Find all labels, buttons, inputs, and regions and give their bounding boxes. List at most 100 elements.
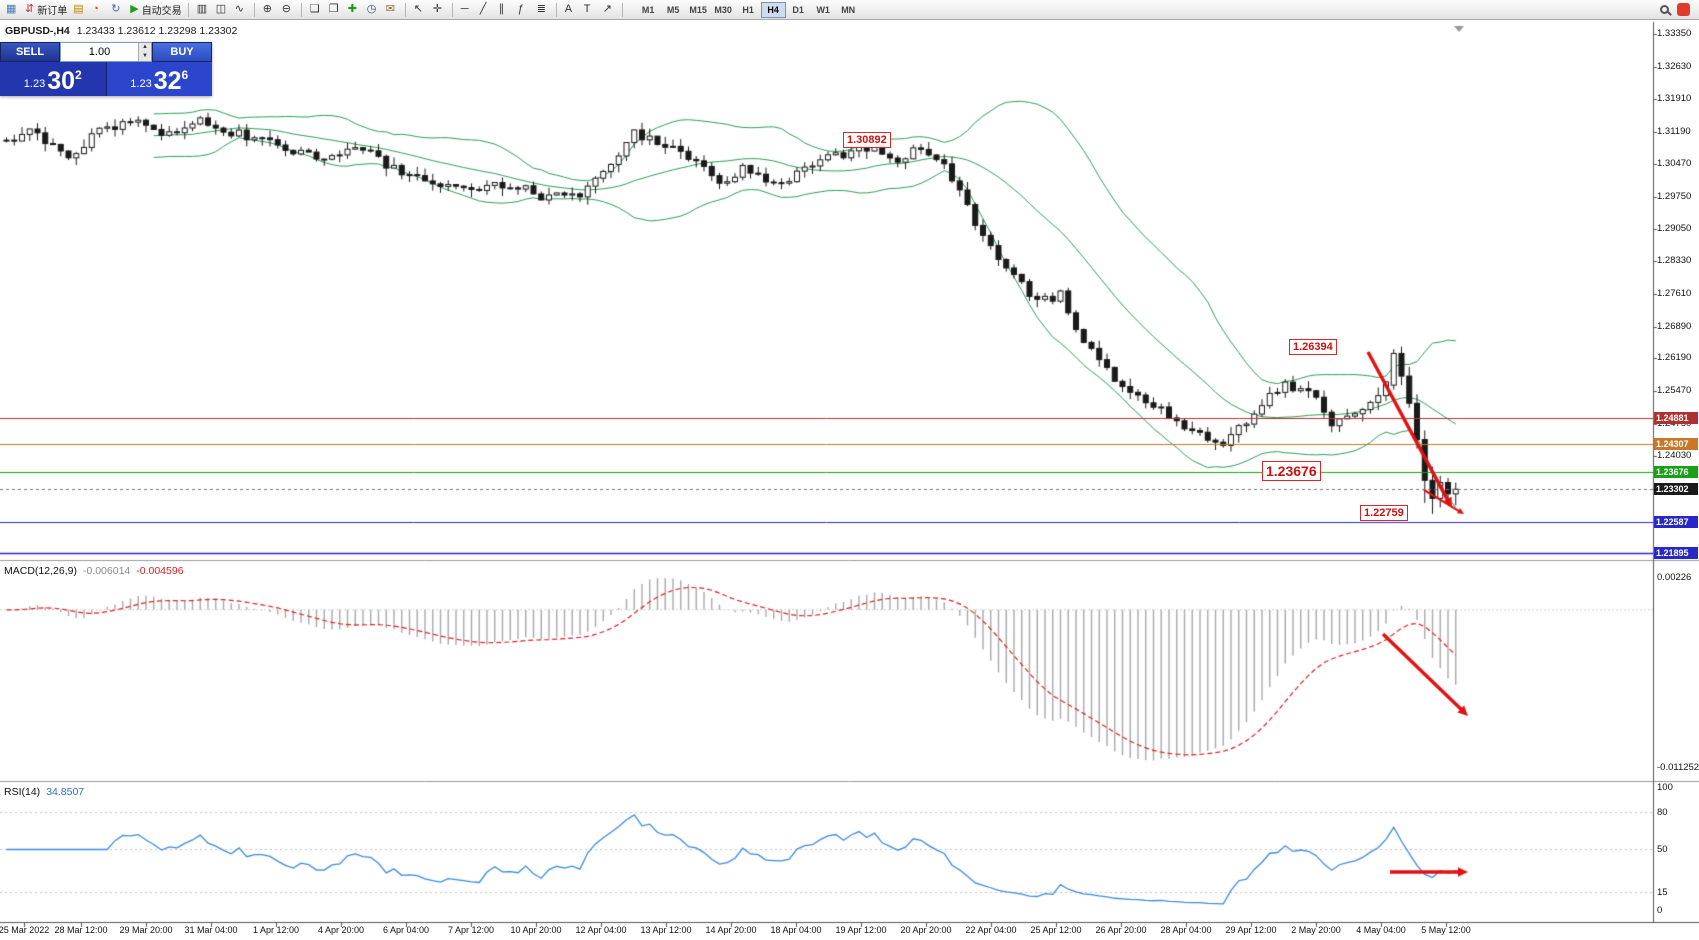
community-icon[interactable]: ◔ — [89, 1, 108, 19]
buy-button[interactable]: BUY — [152, 42, 212, 62]
time-axis[interactable] — [0, 923, 1653, 940]
lot-spinner: ▲ ▼ — [138, 43, 151, 61]
price-axis[interactable] — [1653, 22, 1699, 922]
lot-increase-button[interactable]: ▲ — [139, 43, 151, 52]
cursor-icon[interactable]: ↖ — [411, 1, 430, 19]
main-toolbar: ▦ ⇵ 新订单 ▤ ◔ ↻ ▶ 自动交易 ▥ ◫ ∿ ⊕ ⊖ ❏ ❐ ✚ ◷ ✉ ↖ ✛ ─ ╱ ∥ ƒ ≣ A T ↗ M1 M5 M1… — [0, 0, 1699, 20]
trendline-icon[interactable]: ╱ — [477, 1, 496, 19]
toolbar-icon: ⇵ — [25, 3, 35, 15]
toolbar-icon: ▥ — [196, 3, 208, 15]
macd-signal-value: -0.004596 — [136, 565, 184, 577]
bar-chart-icon[interactable]: ▥ — [194, 1, 213, 19]
chart-profiles-icon[interactable]: ▤ — [70, 1, 89, 19]
toolbar-icon: ◔ — [92, 3, 99, 15]
sell-price-prefix: 1.23 — [23, 78, 46, 90]
toolbar-icon: ✉ — [385, 3, 395, 15]
zoom-out-icon[interactable]: ⊖ — [279, 1, 298, 19]
toolbar-icon: ≣ — [536, 3, 546, 15]
toolbar-icon: T — [583, 3, 591, 15]
buy-price[interactable]: 1.23 32 6 — [106, 62, 212, 96]
macd-pane[interactable] — [0, 562, 1653, 780]
buy-price-pip: 6 — [181, 68, 189, 82]
mail-icon[interactable]: ✉ — [383, 1, 402, 19]
buy-price-prefix: 1.23 — [130, 78, 152, 90]
lot-decrease-button[interactable]: ▼ — [139, 52, 151, 61]
toolbar-icon: ↻ — [111, 3, 121, 15]
toolbar-icon: ✛ — [432, 3, 442, 15]
timeframe-selector: M1 M5 M15 M30 H1 H4 D1 W1 MN — [636, 1, 861, 18]
timeframe-button[interactable]: W1 — [811, 2, 836, 18]
macd-name: MACD(12,26,9) — [4, 565, 77, 577]
main-chart-pane[interactable] — [0, 22, 1653, 560]
toolbar-icon: ╱ — [479, 3, 487, 15]
search-icon[interactable] — [1660, 5, 1669, 14]
toolbar-icon: ─ — [460, 3, 469, 15]
periods-icon[interactable]: ◷ — [364, 1, 383, 19]
timeframe-button[interactable]: M15 — [686, 2, 711, 18]
macd-indicator-label: MACD(12,26,9) -0.006014 -0.004596 — [4, 565, 184, 577]
toolbar-icon: ↖ — [413, 3, 423, 15]
timeframe-button[interactable]: D1 — [786, 2, 811, 18]
timeframe-button[interactable]: MN — [836, 2, 861, 18]
lot-size-input[interactable]: 1.00 ▲ ▼ — [60, 42, 152, 62]
tile-windows-icon[interactable]: ❏ — [307, 1, 326, 19]
text-label-icon[interactable]: T — [581, 1, 600, 19]
rsi-name: RSI(14) — [4, 786, 41, 798]
trade-prices-row: 1.23 30 2 1.23 32 6 — [0, 62, 212, 96]
timeframe-button[interactable]: M5 — [661, 2, 686, 18]
zoom-in-icon[interactable]: ⊕ — [260, 1, 279, 19]
new-order-button[interactable]: ⇵ 新订单 — [22, 1, 70, 19]
symbol-period-label: GBPUSD-,H4 — [5, 25, 70, 37]
arrow-objects-icon[interactable]: ↗ — [600, 1, 619, 19]
sell-price-big: 30 — [47, 67, 76, 95]
line-chart-icon[interactable]: ∿ — [232, 1, 251, 19]
trade-controls-row: SELL 1.00 ▲ ▼ BUY — [0, 42, 212, 62]
toolbar-icon: ⊕ — [262, 3, 272, 15]
toolbar-icon: ◫ — [215, 3, 227, 15]
toolbar-icon: ❐ — [328, 3, 339, 15]
ohlc-values: 1.23433 1.23612 1.23298 1.23302 — [76, 25, 238, 37]
new-chart-icon[interactable]: ▦ — [3, 1, 22, 19]
toolbar-icon: ↗ — [602, 3, 612, 15]
notification-badge-icon[interactable] — [1677, 3, 1690, 16]
autotrading-button[interactable]: ▶ 自动交易 — [127, 1, 184, 19]
channel-icon[interactable]: ∥ — [496, 1, 515, 19]
timeframe-button[interactable]: M1 — [636, 2, 661, 18]
toolbar-icon: ◷ — [366, 3, 377, 15]
toolbar-icon: ▦ — [6, 3, 17, 15]
sell-button[interactable]: SELL — [0, 42, 60, 62]
rsi-value: 34.8507 — [46, 786, 85, 798]
toolbar-icon: ƒ — [517, 3, 524, 15]
toolbar-icon: ∿ — [234, 3, 244, 15]
text-icon[interactable]: A — [562, 1, 581, 19]
horizontal-line-icon[interactable]: ─ — [458, 1, 477, 19]
buy-price-big: 32 — [153, 67, 182, 95]
timeframe-button[interactable]: H4 — [760, 1, 786, 18]
crosshair-icon[interactable]: ✛ — [430, 1, 449, 19]
rsi-indicator-label: RSI(14) 34.8507 — [4, 786, 84, 798]
fibonacci-icon[interactable]: ƒ — [515, 1, 534, 19]
toolbar-right — [1660, 3, 1696, 16]
toolbar-icon: ▶ — [130, 3, 139, 15]
sell-price-pip: 2 — [75, 68, 82, 82]
toolbar-button-label: 自动交易 — [141, 6, 182, 17]
sell-price[interactable]: 1.23 30 2 — [0, 62, 107, 96]
cascade-windows-icon[interactable]: ❐ — [326, 1, 345, 19]
toolbar-icon: ⊖ — [281, 3, 291, 15]
refresh-icon[interactable]: ↻ — [108, 1, 127, 19]
rsi-pane[interactable] — [0, 783, 1653, 922]
macd-main-value: -0.006014 — [82, 565, 131, 577]
lot-size-value: 1.00 — [88, 46, 111, 58]
indicators-icon[interactable]: ✚ — [345, 1, 364, 19]
one-click-trading-panel: SELL 1.00 ▲ ▼ BUY 1.23 30 2 1.23 32 6 — [0, 42, 212, 96]
toolbar-icon: ❏ — [309, 3, 320, 15]
toolbar-button-label: 新订单 — [37, 6, 68, 17]
toolbar-icon: ∥ — [498, 3, 505, 15]
toolbar-icon: A — [564, 3, 573, 15]
candlestick-chart-icon[interactable]: ◫ — [213, 1, 232, 19]
toolbar-icon: ✚ — [347, 3, 357, 15]
timeframe-button[interactable]: M30 — [711, 2, 736, 18]
timeframe-button[interactable]: H1 — [736, 2, 761, 18]
shapes-icon[interactable]: ≣ — [534, 1, 553, 19]
